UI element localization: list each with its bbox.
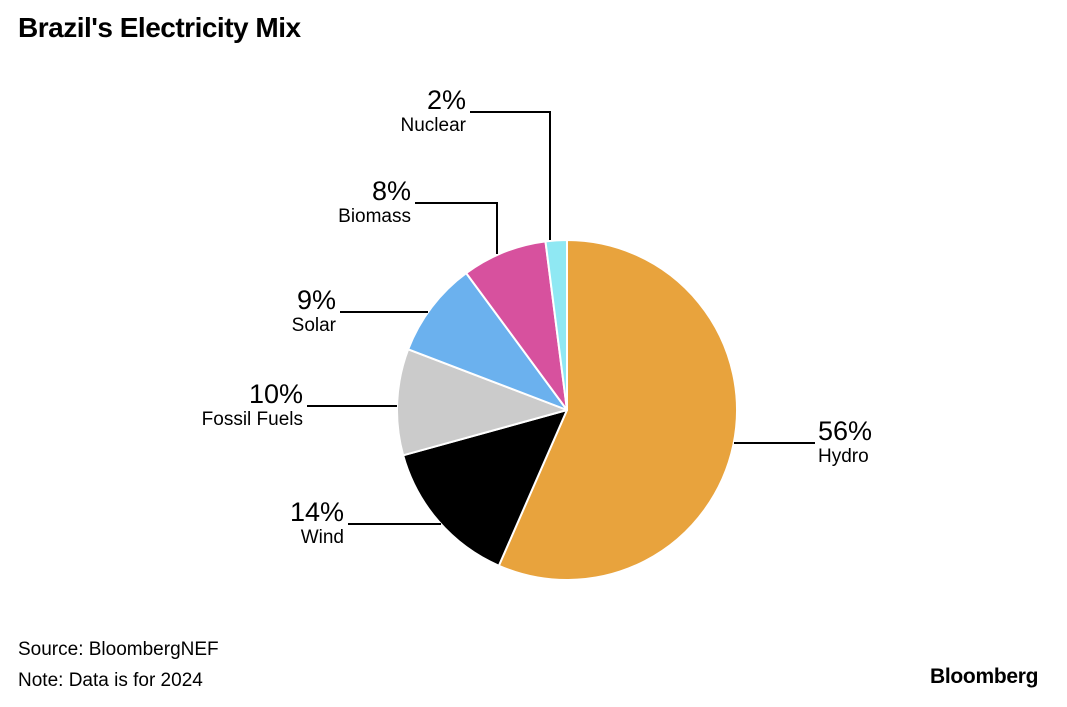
callout-solar: 9% Solar [292,286,336,337]
callout-wind: 14% Wind [290,498,344,549]
note-text: Note: Data is for 2024 [18,670,203,691]
callout-label-fossil-fuels: Fossil Fuels [201,409,303,430]
pie-slice-wind [402,409,568,567]
callout-label-hydro: Hydro [818,446,869,467]
callout-value-biomass: 8% [371,176,411,206]
pie-slice-hydro [497,239,738,581]
source-text: Source: BloombergNEF [18,639,219,660]
callout-value-solar: 9% [296,285,336,315]
callout-value-hydro: 56% [818,416,873,446]
callout-value-wind: 14% [289,497,344,527]
bloomberg-logo: Bloomberg [930,665,1039,688]
leader-line-nuclear [470,111,551,240]
callout-value-nuclear: 2% [426,85,466,115]
callout-fossil-fuels: 10% Fossil Fuels [202,380,303,431]
source-note-block: Source: BloombergNEF Note: Data is for 2… [18,634,219,696]
callout-value-fossil-fuels: 10% [248,379,303,409]
callout-label-wind: Wind [300,527,344,548]
callout-hydro: 56% Hydro [818,417,872,468]
callout-label-solar: Solar [291,315,336,336]
callout-biomass: 8% Biomass [338,177,411,228]
callout-nuclear: 2% Nuclear [401,86,466,137]
callout-label-nuclear: Nuclear [400,115,466,136]
callout-label-biomass: Biomass [338,206,411,227]
pie-slice-solar [407,272,568,411]
chart-title: Brazil's Electricity Mix [18,12,301,43]
leader-line-biomass [415,202,498,254]
pie-slice-fossil-fuels [396,348,568,457]
pie-slice-nuclear [544,239,568,411]
